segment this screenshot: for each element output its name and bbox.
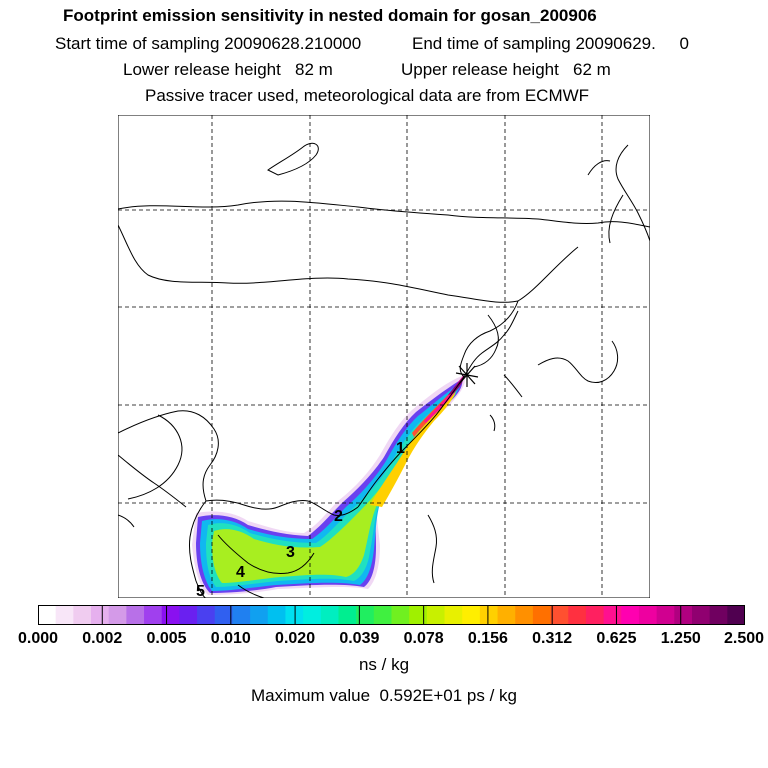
colorbar-cell [161,605,181,625]
colorbar-cell [532,605,552,625]
colorbar-tick-label: 0.005 [146,630,187,647]
colorbar-cell [479,605,499,625]
colorbar-cell [621,605,640,625]
footprint-map: 1 2 3 4 5 [118,115,650,598]
colorbar-cell [497,605,516,625]
colorbar-cell [91,605,110,625]
colorbar-cell [603,605,622,625]
colorbar-cell [214,605,234,625]
day-label-3: 3 [286,544,295,561]
colorbar-cell [267,605,287,625]
colorbar-tick-label: 0.020 [275,630,316,647]
colorbar-cell [515,605,534,625]
colorbar-unit: ns / kg [358,655,410,674]
colorbar-cell [126,605,145,625]
colorbar-tick-label: 0.002 [82,630,123,647]
colorbar-cell [38,605,57,625]
colorbar-cell [568,605,587,625]
colorbar-cell [674,605,693,625]
colorbar-cell [179,605,198,625]
colorbar-cell [356,605,375,625]
colorbar-cell [727,605,745,625]
colorbar-cell [197,605,216,625]
colorbar-cell [409,605,428,625]
colorbar-tick-label: 1.250 [660,630,701,647]
tracer-note: Passive tracer used, meteorological data… [145,86,590,105]
colorbar-cells [38,605,745,625]
colorbar-cell [320,605,340,625]
colorbar-tick-label: 0.312 [532,630,573,647]
lower-release-label: Lower release height 82 m [123,60,333,79]
colorbar-tick-label: 0.625 [596,630,637,647]
colorbar-cell [444,605,463,625]
colorbar-major-ticks [101,605,682,625]
colorbar-cell [638,605,658,625]
colorbar-tick-label: 2.500 [723,630,765,647]
station-marker-icon [455,363,479,387]
colorbar-cell [373,605,393,625]
colorbar-cell [656,605,675,625]
colorbar-cell [55,605,74,625]
upper-release-label: Upper release height 62 m [401,60,611,79]
colorbar-cell [303,605,322,625]
colorbar-tick-label: 0.039 [339,630,380,647]
colorbar-tick-label: 0.010 [210,630,251,647]
colorbar-cell [73,605,92,625]
day-label-5: 5 [196,583,205,598]
coastlines [118,142,650,598]
footprint-plume [192,375,465,595]
colorbar-cell [232,605,251,625]
maximum-value-label: Maximum value 0.592E+01 ps / kg [251,686,517,705]
colorbar-cell [391,605,410,625]
colorbar-cell [426,605,446,625]
colorbar-cell [144,605,163,625]
colorbar-tick-label: 0.000 [17,630,59,647]
colorbar-cell [250,605,269,625]
day-label-2: 2 [334,508,343,525]
colorbar-cell [709,605,728,625]
day-label-1: 1 [396,440,405,457]
day-label-4: 4 [236,564,245,581]
colorbar-cell [691,605,711,625]
end-time-label: End time of sampling 20090629. 0 [412,34,689,53]
colorbar-cell [585,605,605,625]
lat-lon-grid [118,115,650,598]
colorbar-cell [462,605,481,625]
plot-title: Footprint emission sensitivity in nested… [63,6,597,25]
start-time-label: Start time of sampling 20090628.210000 [55,34,362,53]
colorbar [38,605,745,625]
colorbar-cell [550,605,569,625]
colorbar-tick-label: 0.078 [403,630,444,647]
colorbar-tick-label: 0.156 [467,630,508,647]
colorbar-cell [108,605,127,625]
colorbar-cell [338,605,357,625]
